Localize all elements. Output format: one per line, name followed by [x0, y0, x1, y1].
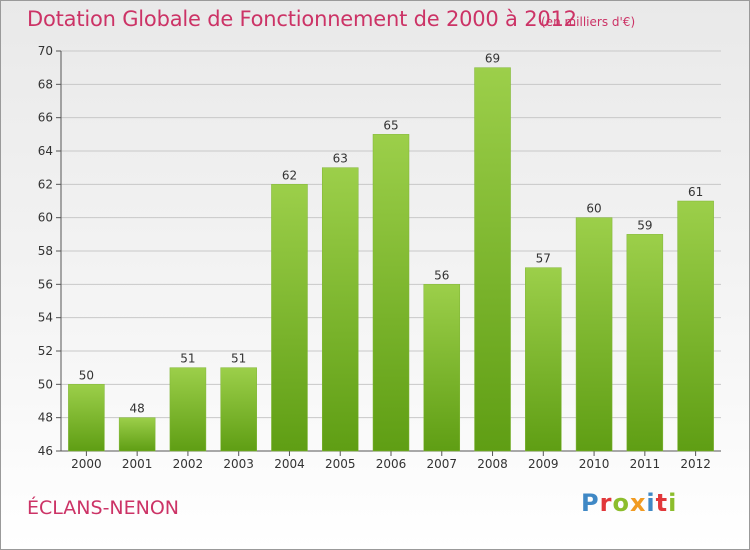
data-label: 56 — [434, 268, 449, 282]
chart-subtitle: (en milliers d'€) — [541, 15, 636, 29]
data-label: 51 — [231, 352, 246, 366]
y-tick-label: 52 — [38, 344, 53, 358]
logo-letter: r — [599, 489, 613, 517]
y-tick-label: 66 — [38, 111, 53, 125]
logo-letter: x — [629, 489, 647, 517]
bar — [525, 267, 562, 452]
bar — [575, 217, 613, 452]
x-tick-label: 2000 — [71, 457, 102, 471]
y-tick-label: 50 — [38, 377, 53, 391]
bar — [474, 67, 511, 452]
bar — [220, 367, 257, 452]
x-tick-label: 2004 — [274, 457, 305, 471]
bar — [169, 367, 207, 452]
data-label: 50 — [79, 368, 94, 382]
data-label: 63 — [333, 152, 348, 166]
logo-letter: o — [612, 489, 630, 517]
x-tick-label: 2002 — [173, 457, 204, 471]
y-tick-label: 56 — [38, 277, 53, 291]
y-tick-label: 60 — [38, 211, 53, 225]
bar — [118, 417, 156, 452]
data-label: 57 — [536, 252, 551, 266]
logo-letter: t — [655, 489, 669, 517]
x-tick-label: 2012 — [680, 457, 711, 471]
data-label: 60 — [586, 202, 601, 216]
y-tick-label: 62 — [38, 177, 53, 191]
x-tick-label: 2010 — [579, 457, 610, 471]
bar — [372, 134, 410, 452]
data-label: 61 — [688, 185, 703, 199]
bar — [271, 184, 308, 452]
data-label: 59 — [637, 218, 652, 232]
y-tick-label: 54 — [38, 311, 53, 325]
logo-letter: i — [646, 489, 656, 517]
x-tick-label: 2005 — [325, 457, 356, 471]
chart-title: Dotation Globale de Fonctionnement de 20… — [27, 7, 577, 31]
logo-letter: i — [668, 489, 678, 517]
bar — [626, 234, 664, 452]
bar — [677, 200, 714, 452]
bar — [68, 384, 105, 452]
y-tick-label: 48 — [38, 411, 53, 425]
data-label: 48 — [130, 402, 145, 416]
x-tick-label: 2006 — [376, 457, 407, 471]
data-label: 51 — [180, 352, 195, 366]
y-tick-label: 68 — [38, 77, 53, 91]
proxiti-logo: Proxiti — [581, 489, 677, 517]
x-tick-label: 2011 — [630, 457, 661, 471]
bar — [321, 167, 359, 452]
y-tick-label: 70 — [38, 44, 53, 58]
x-tick-label: 2001 — [122, 457, 153, 471]
y-tick-label: 58 — [38, 244, 53, 258]
y-tick-label: 46 — [38, 444, 53, 458]
place-name: ÉCLANS-NENON — [27, 497, 180, 519]
x-tick-label: 2009 — [528, 457, 559, 471]
data-label: 65 — [383, 118, 398, 132]
data-label: 69 — [485, 52, 500, 66]
data-label: 62 — [282, 168, 297, 182]
logo-letter: P — [581, 489, 600, 517]
y-tick-label: 64 — [38, 144, 53, 158]
x-tick-label: 2008 — [477, 457, 508, 471]
bar — [423, 284, 461, 452]
x-tick-label: 2007 — [426, 457, 457, 471]
x-tick-label: 2003 — [223, 457, 254, 471]
